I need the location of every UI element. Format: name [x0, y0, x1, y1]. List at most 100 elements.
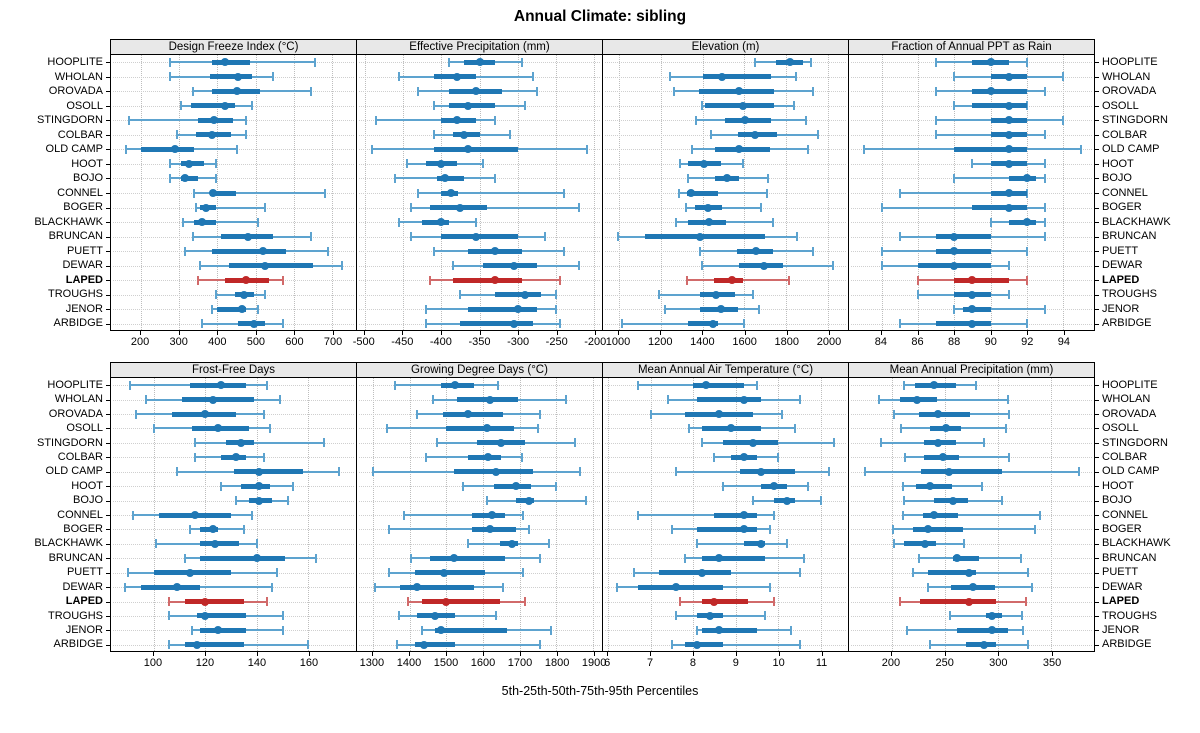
row-tick	[106, 323, 110, 325]
median-dot	[735, 145, 744, 154]
row-tick	[1095, 62, 1099, 64]
whisker-cap	[1024, 597, 1027, 607]
whisker-cap	[537, 423, 540, 433]
whisker-cap	[250, 101, 253, 111]
site-label: OSOLL	[1102, 422, 1139, 435]
axis-tick	[255, 331, 257, 335]
axis-tick	[294, 331, 296, 335]
interquartile-bar	[701, 627, 757, 633]
whisker-cap	[522, 510, 525, 520]
axis-tick-label: -500	[352, 336, 375, 348]
site-label: WHOLAN	[54, 70, 103, 83]
median-dot	[207, 130, 216, 139]
row-tick	[106, 414, 110, 416]
whisker-5-95	[410, 206, 580, 209]
interquartile-bar	[904, 541, 937, 547]
median-dot	[456, 203, 465, 212]
median-dot	[709, 319, 718, 328]
median-dot	[172, 583, 181, 592]
row-tick	[1095, 428, 1099, 430]
axis-tick-label: 1500	[433, 657, 459, 669]
whisker-cap	[798, 395, 801, 405]
interquartile-bar	[199, 627, 247, 633]
whisker-cap	[632, 568, 635, 578]
plot-area	[356, 55, 603, 331]
x-axis: 84 86 88 90 92 94	[848, 331, 1095, 353]
axis-tick	[333, 331, 335, 335]
axis-tick-label: 1900	[581, 657, 607, 669]
axis-tick	[402, 331, 404, 335]
row-tick	[1095, 615, 1099, 617]
interquartile-bar	[919, 411, 971, 417]
whisker-cap	[766, 188, 769, 198]
site-label: ARBIDGE	[53, 638, 103, 651]
whisker-cap	[751, 496, 754, 506]
whisker-cap	[916, 290, 919, 300]
whisker-5-95	[678, 192, 768, 194]
row-tick	[106, 630, 110, 632]
median-dot	[221, 101, 230, 110]
whisker-cap	[405, 159, 408, 169]
whisker-cap	[371, 144, 374, 154]
axis-tick-label: 1600	[470, 657, 496, 669]
whisker-cap	[903, 496, 906, 506]
axis-tick-label: 350	[1042, 657, 1062, 669]
whisker-cap	[669, 72, 672, 82]
interquartile-bar	[415, 642, 456, 648]
median-dot	[208, 395, 217, 404]
gridline-horizontal	[851, 543, 1092, 545]
median-dot	[464, 145, 473, 154]
axis-tick	[954, 331, 956, 335]
whisker-cap	[549, 625, 552, 635]
site-labels-left: HOOPLITE WHOLAN OROVADA OSOLL STINGDORN COLBA…	[0, 39, 110, 331]
gridline-vertical	[256, 378, 258, 651]
median-dot	[727, 424, 736, 433]
row-tick	[106, 134, 110, 136]
site-label: BOJO	[73, 172, 103, 185]
whisker-cap	[1038, 510, 1041, 520]
whisker-cap	[903, 380, 906, 390]
interquartile-bar	[422, 219, 449, 225]
whisker-cap	[1021, 625, 1024, 635]
panel-row-1: HOOPLITE WHOLAN OROVADA OSOLL STINGDORN COLBA…	[0, 39, 1200, 353]
axis-tick	[408, 652, 410, 656]
median-dot	[712, 290, 721, 299]
gridline-vertical	[364, 55, 366, 330]
whisker-cap	[678, 159, 681, 169]
median-dot	[449, 554, 458, 563]
row-tick	[1095, 251, 1099, 253]
median-dot	[184, 159, 193, 168]
row-tick	[1095, 529, 1099, 531]
median-dot	[968, 583, 977, 592]
gridline-vertical	[660, 55, 662, 330]
axis-tick	[735, 652, 737, 656]
whisker-5-95	[486, 499, 586, 502]
whisker-cap	[578, 203, 581, 213]
site-label: ARBIDGE	[1102, 317, 1152, 330]
median-dot	[697, 568, 706, 577]
whisker-cap	[670, 524, 673, 534]
median-dot	[952, 554, 961, 563]
interquartile-bar	[415, 570, 485, 576]
median-dot	[740, 453, 749, 462]
whisker-cap	[798, 568, 801, 578]
whisker-cap	[902, 481, 905, 491]
plot-area	[110, 378, 357, 652]
gridline-vertical	[778, 378, 780, 651]
interquartile-bar	[637, 584, 723, 590]
panel-header: Mean Annual Precipitation (mm)	[848, 362, 1095, 378]
site-label: COLBAR	[57, 451, 103, 464]
whisker-cap	[520, 452, 523, 462]
row-tick	[106, 222, 110, 224]
whisker-cap	[432, 395, 435, 405]
whisker-cap	[772, 510, 775, 520]
whisker-cap	[520, 57, 523, 67]
interquartile-bar	[916, 483, 953, 489]
row-tick	[106, 76, 110, 78]
median-dot	[437, 218, 446, 227]
axis-tick	[520, 652, 522, 656]
whisker-cap	[755, 380, 758, 390]
whisker-cap	[918, 553, 921, 563]
axis-tick	[594, 652, 596, 656]
whisker-5-95	[637, 514, 774, 516]
